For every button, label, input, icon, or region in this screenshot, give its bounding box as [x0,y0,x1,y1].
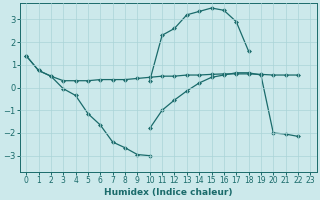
X-axis label: Humidex (Indice chaleur): Humidex (Indice chaleur) [104,188,233,197]
